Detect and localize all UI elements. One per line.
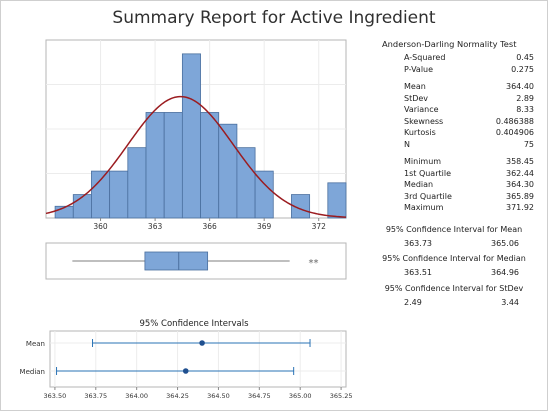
- histogram-bar: [291, 194, 311, 219]
- stat-value: 0.45: [516, 53, 534, 62]
- stat-value: 362.44: [506, 168, 534, 178]
- ci-marks: Mean Median: [20, 339, 311, 376]
- histogram-bar: [127, 147, 147, 219]
- stat-label: StDev: [404, 93, 429, 103]
- stat-value: 365.89: [506, 191, 534, 201]
- ci-point-estimate: [182, 368, 189, 374]
- histogram-panel: 360 363 366 369 372: [45, 39, 347, 231]
- stat-row: Median 364.30: [404, 180, 534, 191]
- histogram-tick-label: 369: [257, 222, 272, 231]
- histogram-bar: [109, 170, 129, 219]
- stats-panel: Anderson-Darling Normality Test A-Square…: [360, 0, 548, 411]
- stat-value: 364.30: [506, 180, 534, 190]
- histogram-bar: [327, 182, 347, 219]
- stat-label: P-Value: [404, 64, 434, 74]
- histogram-bar: [163, 112, 183, 219]
- stat-row: Kurtosis 0.404906: [404, 128, 534, 139]
- ci-tick-label: 364.25: [166, 392, 189, 400]
- ci-category-label: Mean: [26, 340, 45, 348]
- stat-row: A-Squared 0.45: [404, 53, 534, 64]
- stat-value: 358.45: [506, 157, 534, 166]
- ci-stdev-high: 3.44: [501, 298, 519, 307]
- stat-value: 371.92: [506, 203, 534, 213]
- stat-row: N 75: [404, 140, 534, 151]
- histogram-bar: [181, 53, 201, 219]
- histogram-x-ticks: 360 363 366 369 372: [93, 218, 326, 231]
- stat-label: Minimum: [404, 157, 442, 166]
- ci-tick-label: 364.00: [125, 392, 148, 400]
- histogram-bar: [72, 194, 92, 219]
- ci-tick-label: 364.75: [248, 392, 271, 400]
- normality-test-header: Anderson-Darling Normality Test: [382, 39, 517, 49]
- ci-category-label: Median: [20, 368, 45, 376]
- stat-label: Skewness: [404, 116, 444, 126]
- normal-fit-curve: [45, 95, 347, 218]
- ci-tick-label: 363.75: [84, 392, 107, 400]
- stat-row: 1st Quartile 362.44: [404, 169, 534, 180]
- ci-tick-label: 365.00: [289, 392, 312, 400]
- stat-label: Maximum: [404, 203, 444, 213]
- boxplot-outliers: **: [308, 258, 318, 269]
- stat-label: N: [404, 140, 410, 149]
- stat-row: StDev 2.89: [404, 94, 534, 105]
- ci-median-heading: 95% Confidence Interval for Median: [382, 254, 526, 263]
- boxplot-marks: **: [72, 251, 318, 271]
- stat-value: 364.40: [506, 82, 534, 91]
- boxplot-box: [144, 251, 209, 271]
- ci-tick-label: 364.50: [207, 392, 230, 400]
- stat-value: 0.404906: [495, 128, 534, 138]
- stat-label: 3rd Quartile: [404, 191, 452, 201]
- stat-value: 8.33: [516, 105, 534, 115]
- ci-chart-title: 95% Confidence Intervals: [139, 319, 249, 329]
- ci-stdev-low: 2.49: [404, 298, 422, 307]
- stat-row: 3rd Quartile 365.89: [404, 192, 534, 203]
- stat-row: Minimum 358.45: [404, 157, 534, 168]
- histogram-tick-label: 366: [202, 222, 217, 231]
- stat-value: 0.486388: [495, 116, 534, 126]
- stat-label: Mean: [404, 82, 426, 91]
- stat-row: Mean 364.40: [404, 82, 534, 93]
- stat-row: Maximum 371.92: [404, 203, 534, 214]
- ci-tick-label: 363.50: [44, 392, 67, 400]
- histogram-bar: [200, 112, 220, 219]
- ci-tick-label: 365.25: [330, 392, 353, 400]
- stat-label: A-Squared: [404, 53, 446, 62]
- histogram-tick-label: 372: [312, 222, 327, 231]
- stat-value: 2.89: [516, 93, 534, 103]
- histogram-tick-label: 360: [93, 222, 108, 231]
- stat-row: P-Value 0.275: [404, 65, 534, 76]
- ci-stdev-heading: 95% Confidence Interval for StDev: [384, 284, 524, 293]
- histogram-bar: [236, 147, 256, 219]
- stat-row: Variance 8.33: [404, 105, 534, 116]
- ci-median-low: 363.51: [404, 268, 432, 277]
- histogram-bar: [254, 170, 274, 219]
- histogram-tick-label: 363: [148, 222, 163, 231]
- stat-value: 75: [523, 140, 534, 149]
- ci-mean-heading: 95% Confidence Interval for Mean: [385, 225, 523, 234]
- stat-label: Variance: [404, 105, 439, 115]
- ci-frame: [49, 330, 347, 388]
- report-title: Summary Report for Active Ingredient: [112, 8, 436, 28]
- ci-mean-low: 363.73: [404, 239, 432, 248]
- stat-label: Median: [404, 180, 434, 190]
- ci-x-ticks: 363.50 363.75 364.00 364.25 364.50 364.75 365.…: [44, 387, 353, 400]
- boxplot-panel: **: [45, 242, 347, 280]
- ci-median-high: 364.96: [491, 268, 519, 277]
- stat-label: 1st Quartile: [404, 168, 451, 178]
- stat-row: Skewness 0.486388: [404, 117, 534, 128]
- ci-point-estimate: [199, 340, 205, 346]
- ci-mean-high: 365.06: [491, 239, 519, 248]
- stat-value: 0.275: [511, 64, 534, 74]
- histogram-bar: [91, 170, 111, 219]
- histogram-bar: [145, 112, 165, 219]
- ci-panel: 95% Confidence Intervals Mean Median 363.…: [20, 319, 353, 400]
- stat-label: Kurtosis: [404, 128, 436, 138]
